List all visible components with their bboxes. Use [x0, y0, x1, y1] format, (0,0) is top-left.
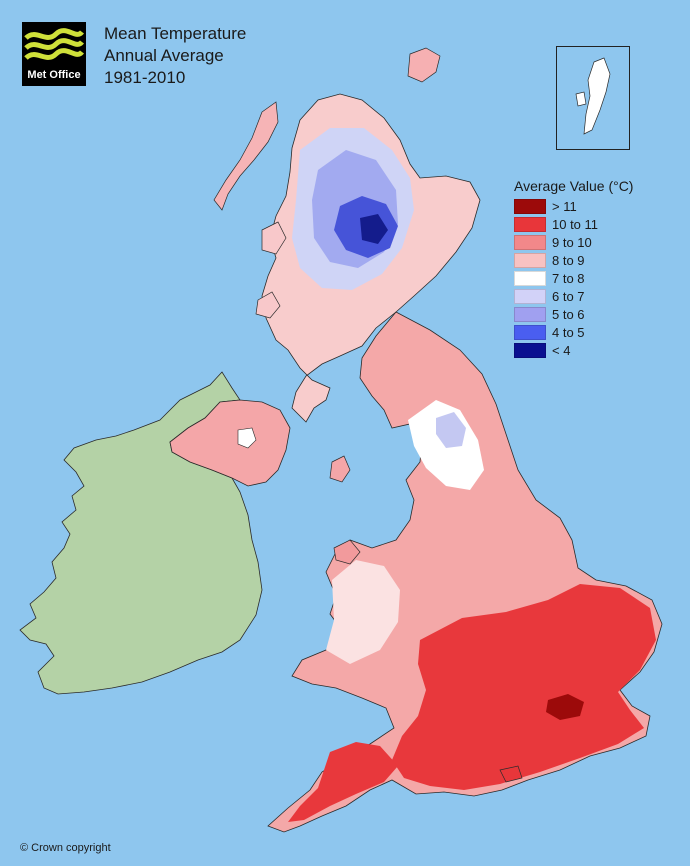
met-office-wave-logo-icon — [24, 28, 84, 61]
logo-text: Met Office — [27, 69, 81, 81]
met-office-logo: Met Office — [22, 22, 86, 86]
orkney-islands — [407, 47, 441, 83]
legend-item: < 4 — [514, 341, 664, 359]
legend-item: > 11 — [514, 197, 664, 215]
legend-swatch — [514, 324, 546, 340]
isle-of-wight — [499, 765, 523, 783]
legend-item: 8 to 9 — [514, 251, 664, 269]
legend-label: > 11 — [552, 198, 577, 214]
wales-upland-zone — [326, 560, 400, 664]
legend-swatch — [514, 216, 546, 232]
legend-swatch — [514, 234, 546, 250]
legend-item: 4 to 5 — [514, 323, 664, 341]
skye-island — [261, 221, 287, 255]
legend-label: 9 to 10 — [552, 234, 592, 250]
isle-of-man — [329, 455, 351, 483]
copyright-notice: © Crown copyright — [20, 842, 111, 854]
legend-label: 4 to 5 — [552, 324, 585, 340]
northern-ireland — [169, 399, 291, 487]
legend-label: 8 to 9 — [552, 252, 585, 268]
map-title: Mean Temperature Annual Average 1981-201… — [104, 23, 246, 89]
legend-swatch — [514, 342, 546, 358]
southern-england-warm-zone — [392, 584, 656, 790]
title-line-1: Mean Temperature — [104, 24, 247, 43]
legend-item: 6 to 7 — [514, 287, 664, 305]
legend-item: 10 to 11 — [514, 215, 664, 233]
shetland-islands — [583, 57, 611, 135]
legend-rows: > 11 10 to 11 9 to 10 8 to 9 7 to 8 6 to 7 5 t… — [514, 197, 664, 359]
shetland-island-small — [575, 91, 587, 107]
legend-swatch — [514, 306, 546, 322]
legend-label: 6 to 7 — [552, 288, 585, 304]
title-line-3: 1981-2010 — [104, 68, 186, 87]
shetland-inset-frame — [556, 46, 630, 150]
outer-hebrides — [213, 101, 279, 211]
mull-island — [255, 291, 281, 319]
legend-swatch — [514, 288, 546, 304]
legend-title: Average Value (°C) — [514, 178, 634, 194]
lough-neagh — [237, 427, 257, 449]
legend-label: 7 to 8 — [552, 270, 585, 286]
legend-item: 9 to 10 — [514, 233, 664, 251]
cairngorm-peak-zone — [360, 214, 388, 244]
legend-swatch — [514, 198, 546, 214]
legend-item: 5 to 6 — [514, 305, 664, 323]
title-line-2: Annual Average — [104, 46, 224, 65]
london-hottest-zone — [546, 694, 584, 720]
legend-swatch — [514, 252, 546, 268]
legend: Average Value (°C) > 11 10 to 11 9 to 10 8 … — [514, 178, 664, 359]
legend-swatch — [514, 270, 546, 286]
legend-label: 10 to 11 — [552, 216, 599, 232]
legend-label: < 4 — [552, 342, 571, 358]
legend-label: 5 to 6 — [552, 306, 585, 322]
lake-district-cool-zone — [436, 412, 466, 448]
anglesey-island — [333, 539, 361, 565]
south-west-warm-zone — [288, 742, 398, 822]
legend-item: 7 to 8 — [514, 269, 664, 287]
